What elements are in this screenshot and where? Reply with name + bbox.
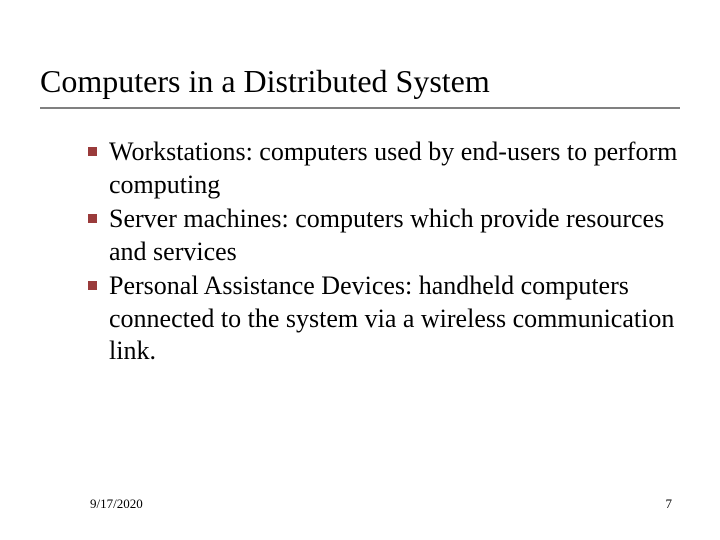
- slide: Computers in a Distributed System Workst…: [0, 0, 720, 540]
- title-underline: [40, 107, 680, 109]
- footer-date: 9/17/2020: [90, 496, 143, 512]
- list-item: Server machines: computers which provide…: [88, 203, 680, 268]
- slide-title: Computers in a Distributed System: [40, 64, 690, 105]
- body-content: Workstations: computers used by end-user…: [88, 136, 680, 370]
- footer-page-number: 7: [666, 496, 673, 512]
- square-bullet-icon: [88, 214, 97, 223]
- list-item: Personal Assistance Devices: handheld co…: [88, 270, 680, 368]
- square-bullet-icon: [88, 147, 97, 156]
- bullet-text: Personal Assistance Devices: handheld co…: [109, 270, 680, 368]
- bullet-text: Workstations: computers used by end-user…: [109, 136, 680, 201]
- title-block: Computers in a Distributed System: [40, 64, 690, 109]
- list-item: Workstations: computers used by end-user…: [88, 136, 680, 201]
- bullet-text: Server machines: computers which provide…: [109, 203, 680, 268]
- square-bullet-icon: [88, 281, 97, 290]
